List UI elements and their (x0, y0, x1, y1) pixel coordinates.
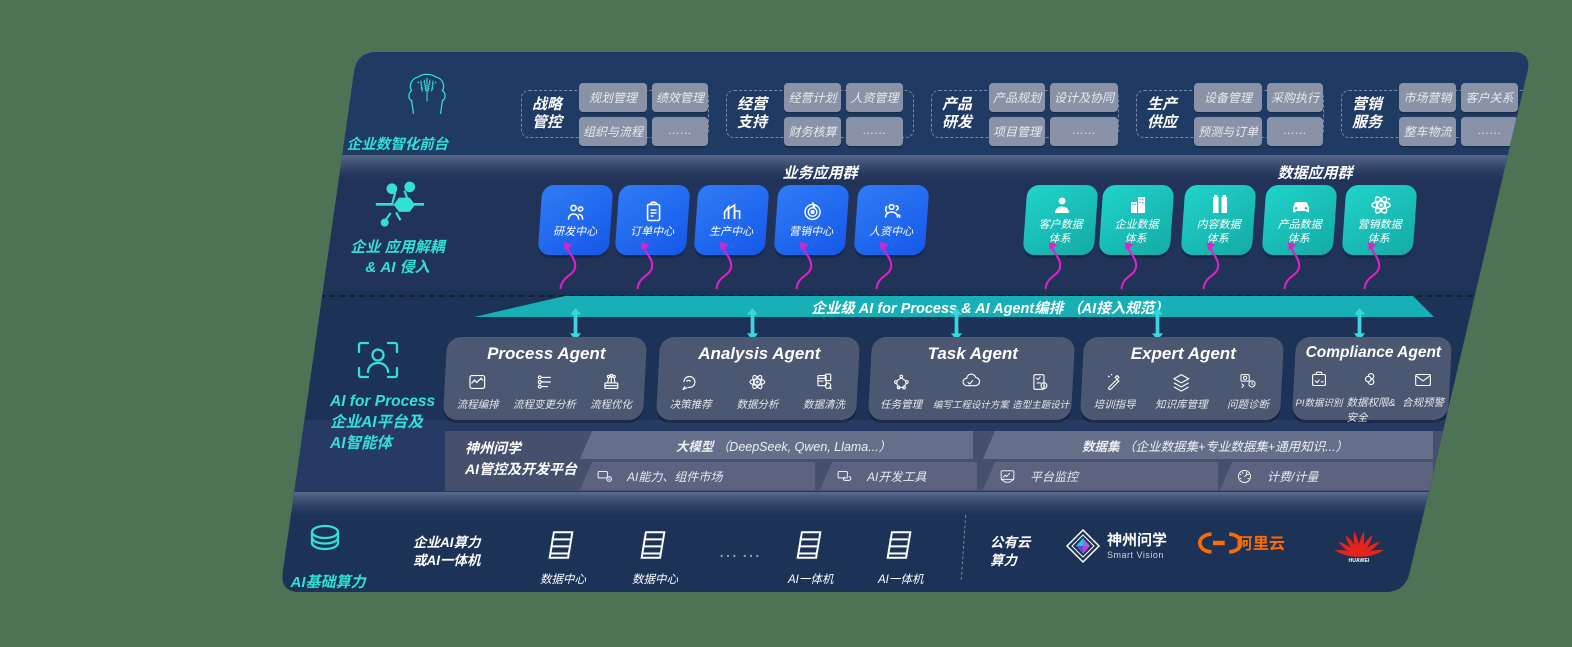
svg-text:HUAWEI: HUAWEI (1348, 558, 1370, 564)
svg-text:阿里云: 阿里云 (1236, 535, 1284, 553)
